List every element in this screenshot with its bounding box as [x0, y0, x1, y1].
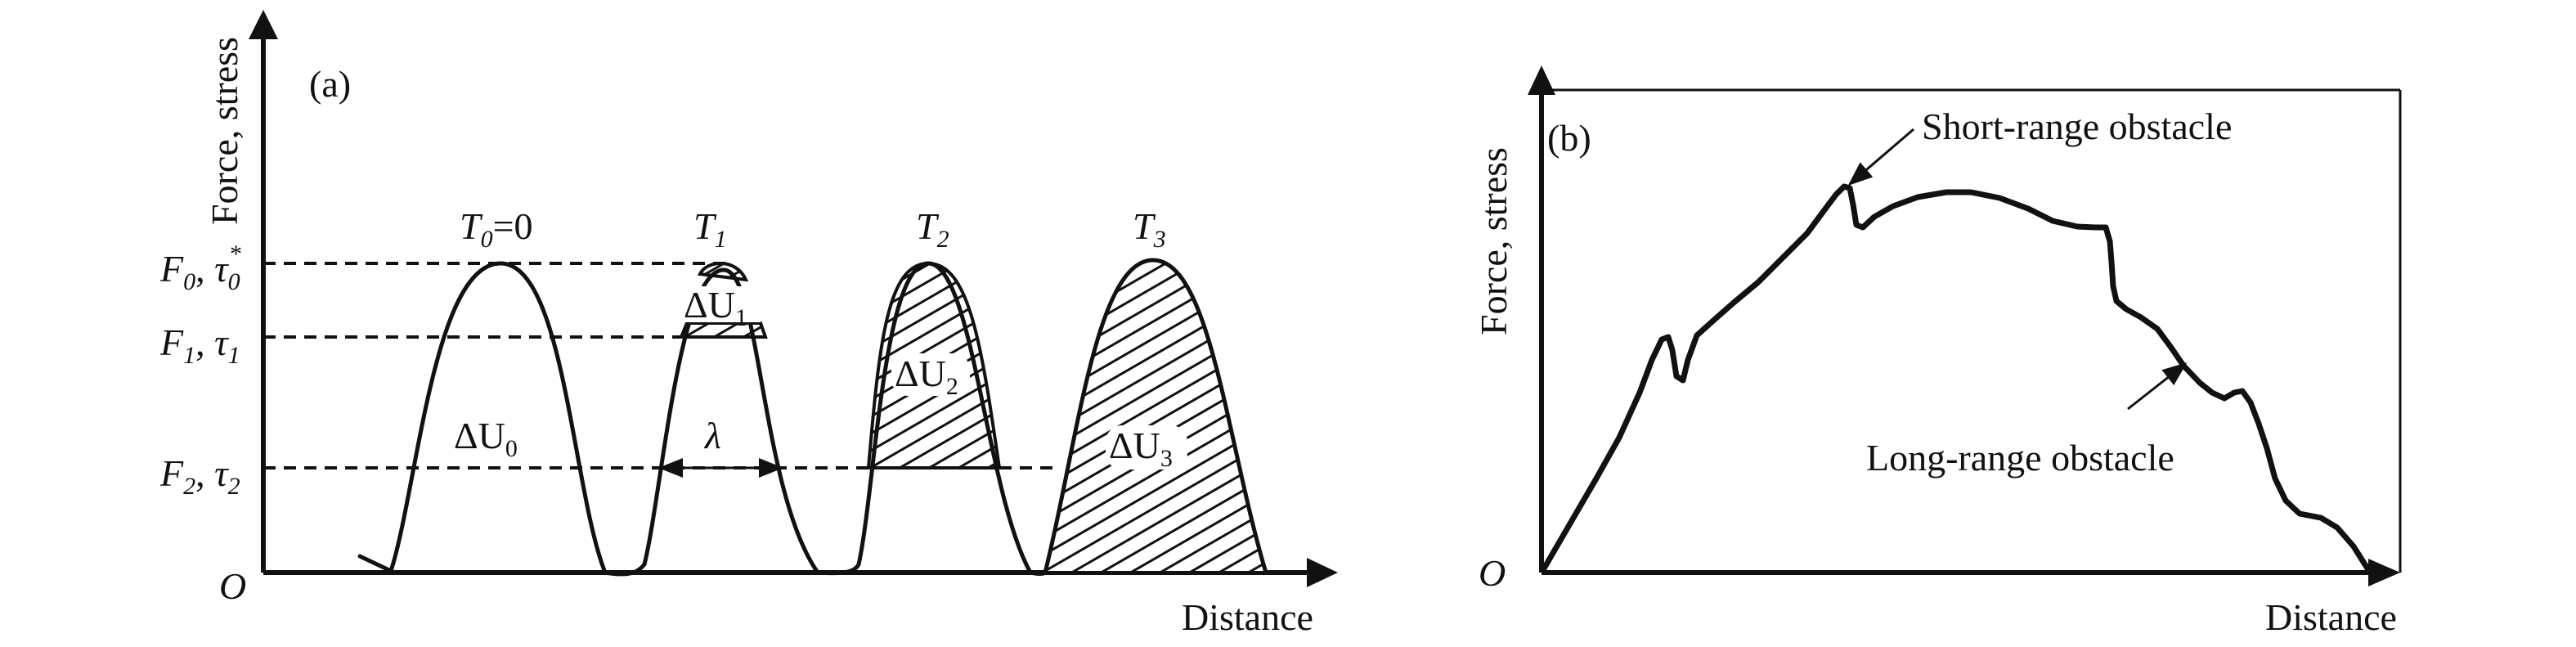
panel-b-x-axis-label: Distance [2265, 596, 2397, 638]
delta-u1-band [679, 321, 768, 339]
panel-b-x-axis-arrowhead [2368, 559, 2400, 586]
panel-a-y-axis-label: Force, stress [204, 37, 245, 225]
panel-a-y-axis-arrowhead [249, 10, 278, 39]
long-range-arrow [2127, 362, 2188, 411]
delta-u1-label: ΔU1 [684, 284, 747, 331]
panel-b-origin-label: O [1479, 552, 1506, 594]
delta-u2-label: ΔU2 [895, 353, 958, 400]
delta-u1-label-bg [682, 286, 761, 322]
obstacle-profile-curve [1541, 183, 2371, 572]
delta-u3-label: ΔU3 [1109, 425, 1173, 472]
peak-t0-label: T0=0 [460, 205, 533, 253]
peak-t2-label: T2 [916, 205, 949, 253]
long-range-label: Long-range obstacle [1866, 437, 2174, 479]
level-f1-label: F1, τ1 [159, 321, 240, 369]
level-f2-label: F2, τ2 [159, 452, 240, 500]
short-range-arrow [1847, 128, 1914, 186]
panel-b-y-axis-label: Force, stress [1473, 147, 1515, 335]
level-f0-label: F0, τ0* [159, 240, 241, 295]
delta-u3-label-bg [1106, 425, 1187, 470]
panel-b [1528, 65, 2402, 586]
peak-t1-label: T1 [693, 205, 727, 253]
panel-a-x-axis-label: Distance [1182, 596, 1313, 638]
panel-a-label: (a) [309, 63, 351, 105]
delta-u0-label: ΔU0 [454, 415, 518, 462]
peak-t3-label: T3 [1133, 205, 1166, 253]
energy-barrier-curve [357, 258, 1268, 577]
delta-u2-label-bg [891, 353, 970, 396]
short-range-label: Short-range obstacle [1922, 106, 2232, 147]
panel-a-origin-label: O [219, 565, 246, 607]
lambda-label: λ [703, 415, 721, 456]
panel-b-label: (b) [1547, 117, 1591, 159]
panel-a [249, 10, 1338, 587]
panel-b-y-axis-arrowhead [1528, 65, 1555, 95]
panel-a-x-axis-arrowhead [1307, 558, 1338, 587]
